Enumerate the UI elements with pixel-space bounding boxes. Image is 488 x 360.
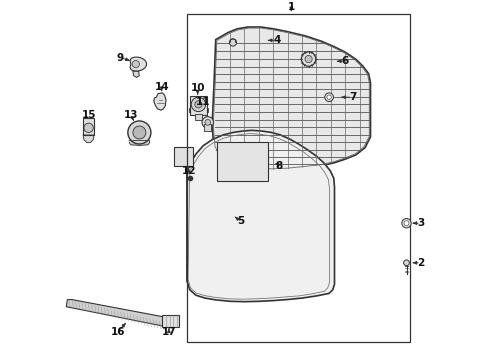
Circle shape	[84, 123, 93, 132]
Text: 7: 7	[348, 92, 355, 102]
Circle shape	[133, 126, 145, 139]
Text: 5: 5	[237, 216, 244, 226]
Polygon shape	[212, 27, 370, 170]
Circle shape	[305, 55, 311, 63]
Text: 15: 15	[81, 110, 96, 120]
Text: 4: 4	[273, 35, 280, 45]
Text: 14: 14	[154, 82, 169, 92]
Bar	[194, 114, 202, 120]
Bar	[162, 315, 179, 327]
Polygon shape	[153, 93, 166, 110]
Polygon shape	[129, 140, 149, 145]
Text: 16: 16	[110, 327, 125, 337]
Polygon shape	[83, 135, 94, 143]
Text: 13: 13	[123, 110, 138, 120]
Circle shape	[301, 52, 315, 66]
Circle shape	[127, 121, 151, 144]
Circle shape	[326, 95, 330, 99]
Text: 9: 9	[117, 53, 123, 63]
Circle shape	[403, 221, 408, 226]
Text: 2: 2	[416, 258, 424, 268]
Polygon shape	[186, 130, 334, 302]
Text: 1: 1	[287, 2, 294, 12]
Circle shape	[194, 101, 202, 108]
Bar	[204, 124, 211, 131]
Circle shape	[132, 60, 139, 68]
Bar	[217, 142, 267, 181]
Text: 8: 8	[275, 161, 282, 171]
Bar	[189, 96, 206, 115]
Circle shape	[324, 93, 333, 102]
Bar	[83, 118, 94, 135]
Polygon shape	[133, 71, 139, 77]
Circle shape	[202, 117, 213, 128]
Text: 10: 10	[190, 83, 204, 93]
Bar	[186, 14, 409, 342]
Circle shape	[401, 219, 410, 228]
Polygon shape	[66, 300, 170, 326]
Circle shape	[403, 260, 408, 266]
Text: 17: 17	[161, 327, 176, 337]
Text: 6: 6	[341, 56, 348, 66]
Polygon shape	[130, 57, 146, 71]
Circle shape	[204, 120, 210, 125]
Text: 12: 12	[181, 166, 196, 176]
Text: 11: 11	[196, 96, 210, 107]
Bar	[174, 147, 193, 166]
Circle shape	[191, 97, 205, 112]
Circle shape	[229, 39, 236, 46]
Text: 3: 3	[416, 218, 424, 228]
